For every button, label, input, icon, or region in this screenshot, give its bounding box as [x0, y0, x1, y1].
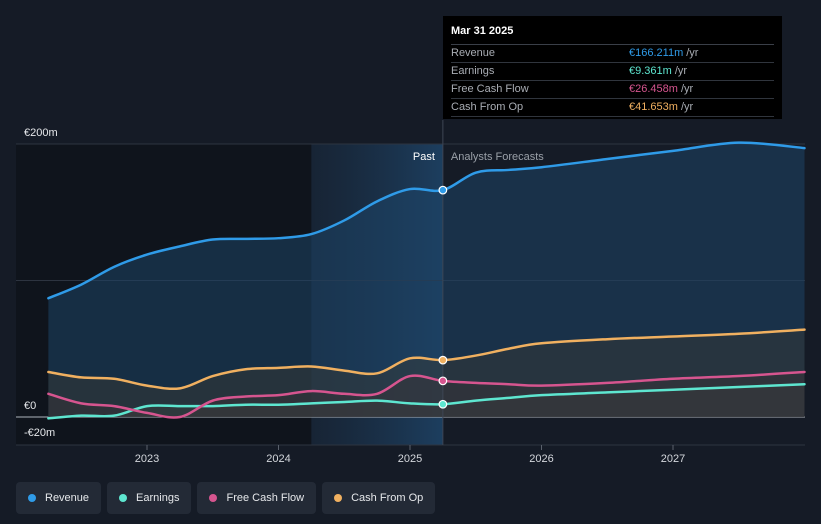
- legend-dot-icon: [119, 494, 128, 502]
- tooltip-row-cash-from-op: Cash From Op €41.653m /yr: [451, 99, 774, 117]
- x-tick-label-2024: 2024: [266, 453, 290, 465]
- tooltip-markers: [438, 185, 448, 409]
- legend-item-cash-from-op[interactable]: Cash From Op: [322, 482, 436, 514]
- area-cash-from-op: [48, 329, 805, 417]
- marker-free-cash-flow: [438, 376, 448, 386]
- x-tick-label-2025: 2025: [398, 453, 422, 465]
- tooltip-row-earnings: Earnings €9.361m /yr: [451, 63, 774, 81]
- area-revenue: [48, 142, 805, 417]
- tooltip-unit: /yr: [680, 101, 694, 113]
- tooltip-date: Mar 31 2025: [451, 24, 774, 45]
- x-tick-label-2023: 2023: [135, 453, 159, 465]
- tooltip-value: €166.211m: [629, 47, 684, 59]
- forecast-label: Analysts Forecasts: [451, 151, 544, 163]
- line-revenue: [47, 141, 806, 300]
- y-axis-label-bottom: -€20m: [24, 427, 55, 439]
- y-axis-label-zero: €0: [24, 400, 36, 412]
- line-cash-from-op: [47, 328, 806, 391]
- x-axis-ticks: 2023 2024 2025 2026 2027: [135, 445, 685, 465]
- line-earnings: [47, 382, 806, 420]
- tooltip-value: €41.653m: [629, 101, 678, 113]
- marker-cash-from-op: [438, 355, 448, 365]
- tooltip-label: Earnings: [451, 65, 495, 77]
- chart-legend: Revenue Earnings Free Cash Flow Cash Fro…: [16, 482, 436, 516]
- marker-revenue: [438, 185, 448, 195]
- y-axis-label-top: €200m: [24, 127, 58, 139]
- tooltip-label: Revenue: [451, 47, 496, 59]
- x-tick-label-2027: 2027: [661, 453, 685, 465]
- x-tick-label-2026: 2026: [529, 453, 553, 465]
- legend-label: Revenue: [45, 492, 90, 504]
- data-tooltip: Mar 31 2025 Revenue €166.211m /yr Earnin…: [443, 16, 782, 119]
- legend-item-earnings[interactable]: Earnings: [107, 482, 192, 514]
- tooltip-value: €26.458m: [629, 83, 678, 95]
- tooltip-value: €9.361m: [629, 65, 672, 77]
- tooltip-unit: /yr: [674, 65, 688, 77]
- legend-dot-icon: [28, 494, 36, 502]
- series-lines: [47, 141, 806, 420]
- tooltip-unit: /yr: [680, 83, 694, 95]
- tooltip-unit: /yr: [686, 47, 699, 59]
- tooltip-label: Free Cash Flow: [451, 83, 529, 95]
- legend-label: Earnings: [136, 492, 180, 504]
- legend-label: Free Cash Flow: [226, 492, 305, 504]
- legend-dot-icon: [334, 494, 343, 502]
- tooltip-label: Cash From Op: [451, 101, 524, 113]
- tooltip-row-revenue: Revenue €166.211m /yr: [451, 45, 774, 63]
- legend-dot-icon: [209, 494, 218, 502]
- legend-item-revenue[interactable]: Revenue: [16, 482, 102, 514]
- legend-item-free-cash-flow[interactable]: Free Cash Flow: [197, 482, 317, 514]
- tooltip-row-free-cash-flow: Free Cash Flow €26.458m /yr: [451, 81, 774, 99]
- line-free-cash-flow: [47, 370, 806, 419]
- legend-label: Cash From Op: [351, 492, 424, 504]
- past-label: Past: [413, 151, 435, 163]
- marker-earnings: [438, 399, 448, 409]
